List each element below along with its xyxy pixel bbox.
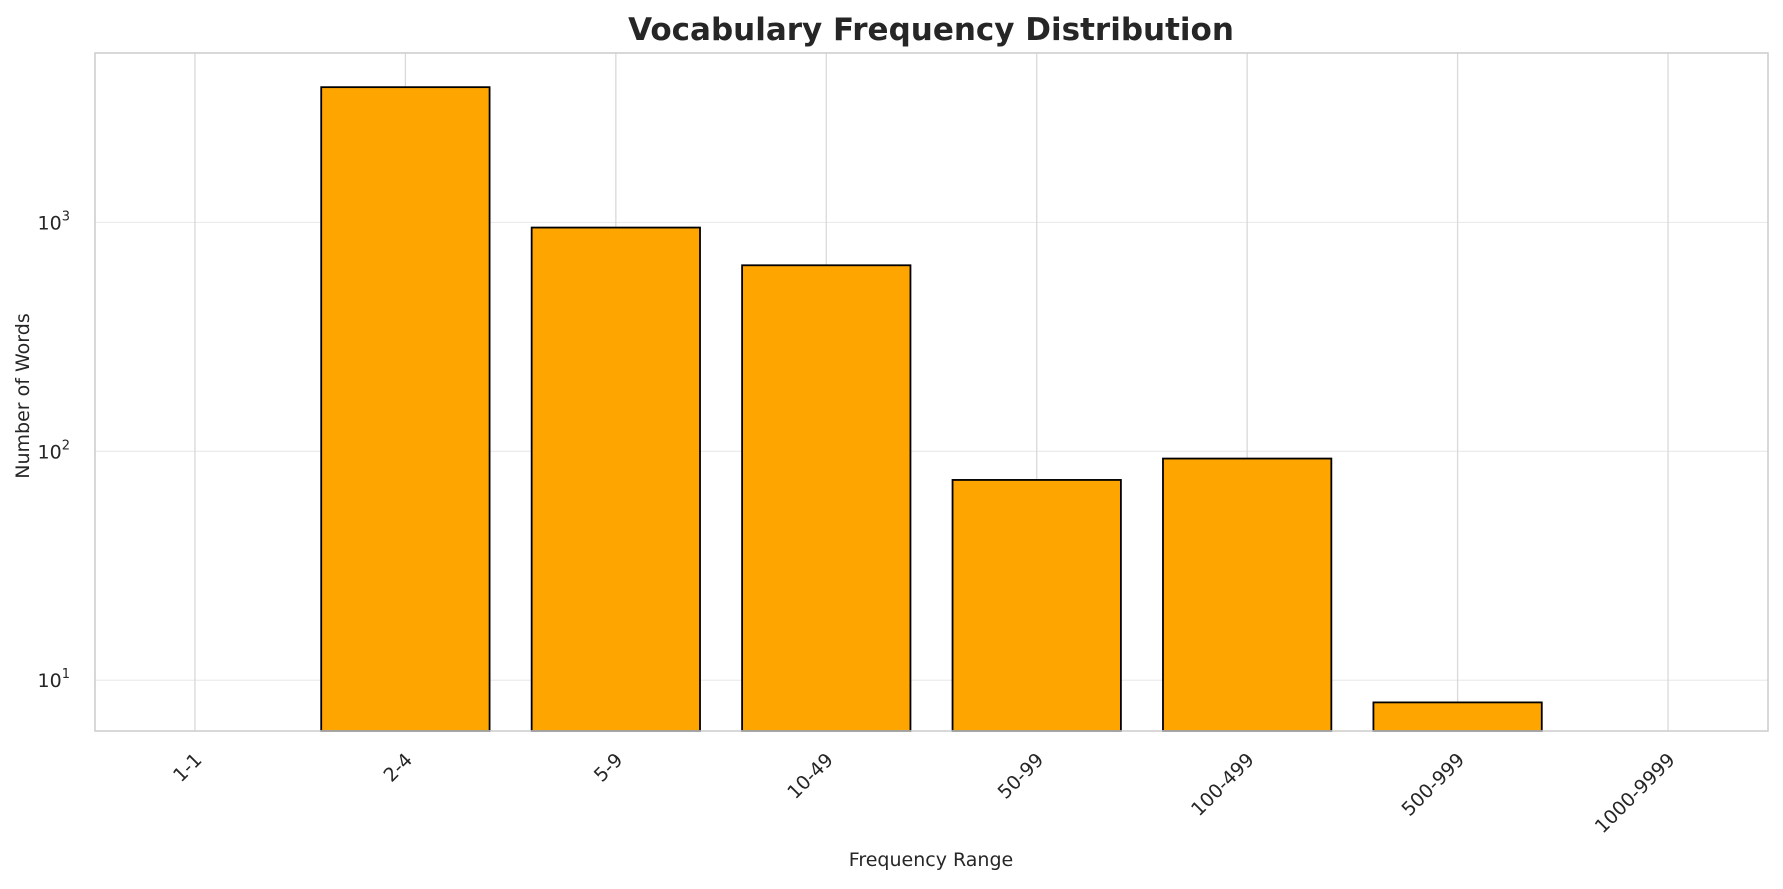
y-axis-label: Number of Words — [12, 313, 34, 478]
bar-50-99 — [951, 479, 1122, 732]
bar-100-499 — [1162, 457, 1333, 732]
x-tick-label: 1-1 — [169, 749, 207, 787]
x-tick-label: 100-499 — [1187, 749, 1259, 821]
y-tick-label: 101 — [38, 667, 70, 692]
x-tick-label: 2-4 — [379, 749, 417, 787]
y-axis-ticks: 101 102 103 — [38, 209, 70, 692]
bar-10-49 — [741, 264, 912, 732]
x-axis-ticks: 1-1 2-4 5-9 10-49 50-99 100-499 500-999 1000-99… — [169, 749, 1680, 838]
x-tick-label: 1000-9999 — [1591, 749, 1680, 838]
x-tick-label: 500-999 — [1397, 749, 1469, 821]
x-axis-label: Frequency Range — [849, 849, 1013, 871]
x-tick-label: 50-99 — [994, 749, 1049, 804]
x-tick-label: 10-49 — [783, 749, 838, 804]
chart-title: Vocabulary Frequency Distribution — [628, 12, 1234, 48]
bars — [320, 86, 1543, 732]
bar-5-9 — [530, 226, 701, 732]
plot-area-frame — [94, 52, 1769, 732]
bar-2-4 — [320, 86, 491, 732]
y-tick-label: 102 — [38, 438, 70, 463]
x-tick-label: 5-9 — [590, 749, 628, 787]
bar-500-999 — [1372, 701, 1543, 732]
y-tick-label: 103 — [38, 209, 70, 234]
